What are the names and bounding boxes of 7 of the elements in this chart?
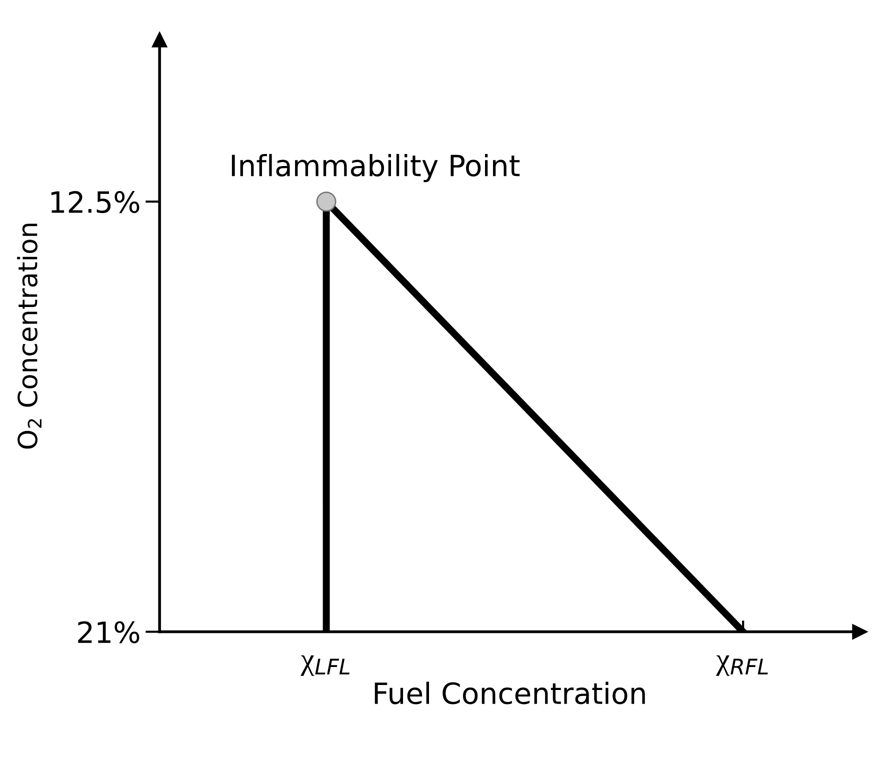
y-tick-label: 12.5%	[51, 191, 140, 214]
y-axis-title: O$_{2}$ Concentration	[17, 224, 42, 449]
x-tick-label: χ$_{RFL}$	[716, 655, 768, 676]
y-tick-label: 21%	[78, 621, 140, 644]
x-axis-title: Fuel Concentration	[374, 682, 645, 704]
x-tick-label: χ$_{LFL}$	[300, 655, 350, 676]
annotation: Inflammability Point	[232, 154, 520, 182]
